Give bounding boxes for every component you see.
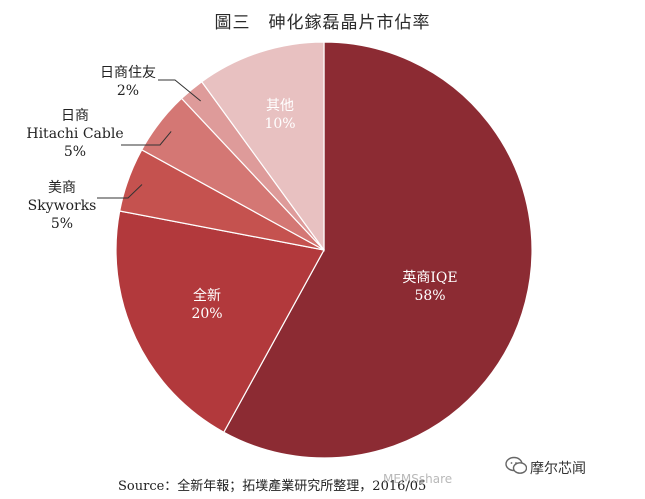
slice-name-label: Hitachi Cable	[26, 126, 123, 142]
brand-name: 摩尔芯闻	[530, 461, 586, 477]
leader-line	[121, 131, 172, 146]
pie-slice	[200, 41, 325, 252]
pie-slice	[115, 210, 325, 434]
slice-label: 美商 Skyworks 5%	[28, 180, 97, 232]
slice-label: 日商住友 2%	[100, 65, 156, 99]
source-note: Source：全新年報；拓墣產業研究所整理，2016/05	[118, 479, 427, 494]
slice-value-label: 5%	[64, 144, 86, 160]
slice-label: 日商 Hitachi Cable 5%	[26, 108, 123, 160]
slice-name-label: 英商IQE	[402, 269, 457, 286]
pie-slice	[222, 41, 533, 459]
pie-slices	[115, 41, 533, 459]
slice-name-label: 其他	[266, 98, 294, 114]
slice-label: 其他 10%	[264, 98, 295, 132]
wechat-icon	[505, 456, 527, 474]
slice-value-label: 20%	[191, 306, 222, 322]
slice-label: 全新 20%	[191, 287, 222, 322]
slice-name-label: 日商住友	[100, 65, 156, 81]
leader-lines	[97, 79, 202, 199]
slice-value-label: 58%	[414, 288, 445, 304]
slice-value-label: 5%	[51, 216, 73, 232]
slice-value-label: 10%	[264, 116, 295, 132]
slice-name-label: Skyworks	[28, 198, 97, 214]
chart-title: 圖三 砷化鎵磊晶片市佔率	[214, 13, 431, 33]
slice-value-label: 2%	[117, 83, 139, 99]
slice-name-label: 日商	[61, 108, 89, 124]
slice-labels: 英商IQE 58% 全新 20% 美商 Skyworks 5% 日商 Hitachi Cable…	[26, 65, 457, 322]
leader-line	[158, 79, 202, 102]
slice-name-label: 全新	[193, 287, 221, 304]
slice-name-label: 美商	[48, 180, 76, 196]
leader-line	[97, 184, 143, 199]
slice-label: 英商IQE 58%	[402, 269, 457, 304]
channel-watermark: MEMSshare	[383, 472, 453, 486]
